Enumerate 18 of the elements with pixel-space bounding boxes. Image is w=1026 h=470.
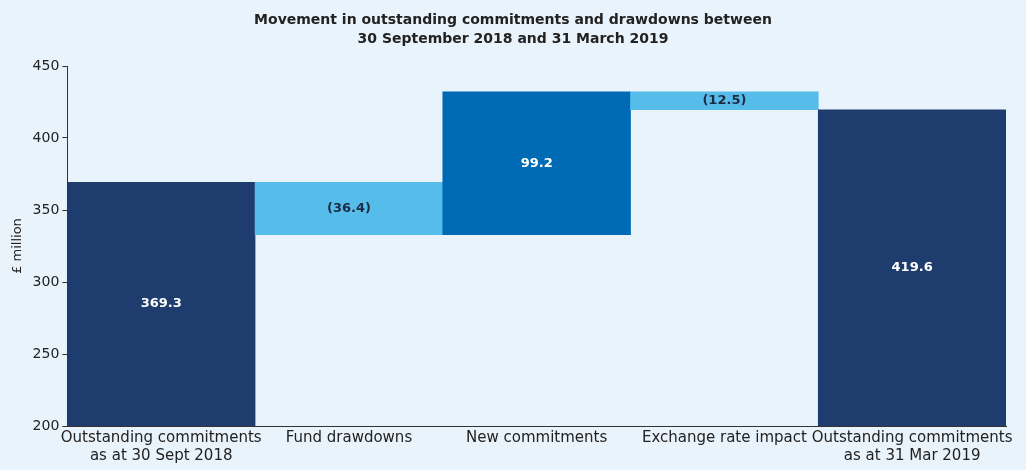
x-tick-label: Outstanding commitments as at 31 Mar 2019 <box>811 427 1013 464</box>
x-tick-label: New commitments <box>466 427 608 446</box>
x-tick-label: Exchange rate impact <box>641 427 807 446</box>
y-axis-title: £ million <box>9 218 25 274</box>
data-label: (36.4) <box>326 199 371 215</box>
x-tick-label: Fund drawdowns <box>285 427 413 446</box>
y-tick-label: 400 <box>32 128 60 145</box>
data-label: 99.2 <box>520 154 553 170</box>
y-tick-label: 200 <box>32 416 60 433</box>
data-label: (12.5) <box>702 92 747 108</box>
x-tick-label: Outstanding commitments as at 30 Sept 2018 <box>60 427 262 464</box>
data-label: 369.3 <box>140 295 182 311</box>
chart-title: Movement in outstanding commitments and drawdowns between 30 September 2018 and 31 March 2019 <box>253 10 773 48</box>
y-tick-label: 350 <box>32 200 60 217</box>
y-tick-label: 450 <box>32 56 60 73</box>
y-tick-label: 250 <box>32 344 60 361</box>
data-label: 419.6 <box>891 259 933 275</box>
y-tick-label: 300 <box>32 272 60 289</box>
